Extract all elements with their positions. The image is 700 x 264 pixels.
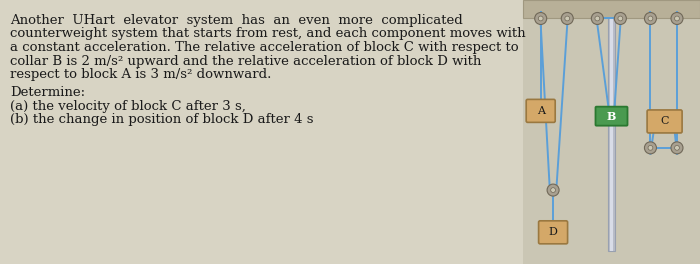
FancyBboxPatch shape	[647, 110, 682, 133]
Text: (a) the velocity of block C after 3 s,: (a) the velocity of block C after 3 s,	[10, 100, 246, 113]
Text: C: C	[660, 116, 669, 126]
Bar	[523, 0, 700, 264]
Circle shape	[535, 12, 547, 25]
Text: collar B is 2 m/s² upward and the relative acceleration of block D with: collar B is 2 m/s² upward and the relati…	[10, 54, 482, 68]
Circle shape	[648, 16, 653, 21]
Text: Another  UHart  elevator  system  has  an  even  more  complicated: Another UHart elevator system has an eve…	[10, 14, 463, 27]
Bar	[610, 18, 613, 251]
Circle shape	[675, 145, 680, 150]
Text: A: A	[537, 106, 545, 116]
Circle shape	[592, 12, 603, 25]
Text: respect to block A is 3 m/s² downward.: respect to block A is 3 m/s² downward.	[10, 68, 272, 81]
Circle shape	[671, 12, 683, 25]
Circle shape	[648, 145, 653, 150]
Circle shape	[645, 142, 657, 154]
FancyBboxPatch shape	[526, 99, 555, 122]
Text: counterweight system that starts from rest, and each component moves with: counterweight system that starts from re…	[10, 27, 526, 40]
Circle shape	[671, 142, 683, 154]
Circle shape	[561, 12, 573, 25]
Circle shape	[675, 16, 680, 21]
Circle shape	[595, 16, 600, 21]
Text: B: B	[607, 111, 616, 122]
Circle shape	[615, 12, 626, 25]
Text: Determine:: Determine:	[10, 87, 85, 100]
Bar	[523, 0, 700, 18]
Circle shape	[618, 16, 623, 21]
Circle shape	[547, 184, 559, 196]
Circle shape	[565, 16, 570, 21]
Circle shape	[551, 188, 556, 192]
Circle shape	[645, 12, 657, 25]
Circle shape	[538, 16, 543, 21]
Text: D: D	[549, 227, 557, 237]
Text: (b) the change in position of block D after 4 s: (b) the change in position of block D af…	[10, 114, 314, 126]
Bar	[608, 18, 615, 251]
FancyBboxPatch shape	[538, 221, 568, 244]
FancyBboxPatch shape	[596, 107, 627, 126]
Text: a constant acceleration. The relative acceleration of block C with respect to: a constant acceleration. The relative ac…	[10, 41, 519, 54]
